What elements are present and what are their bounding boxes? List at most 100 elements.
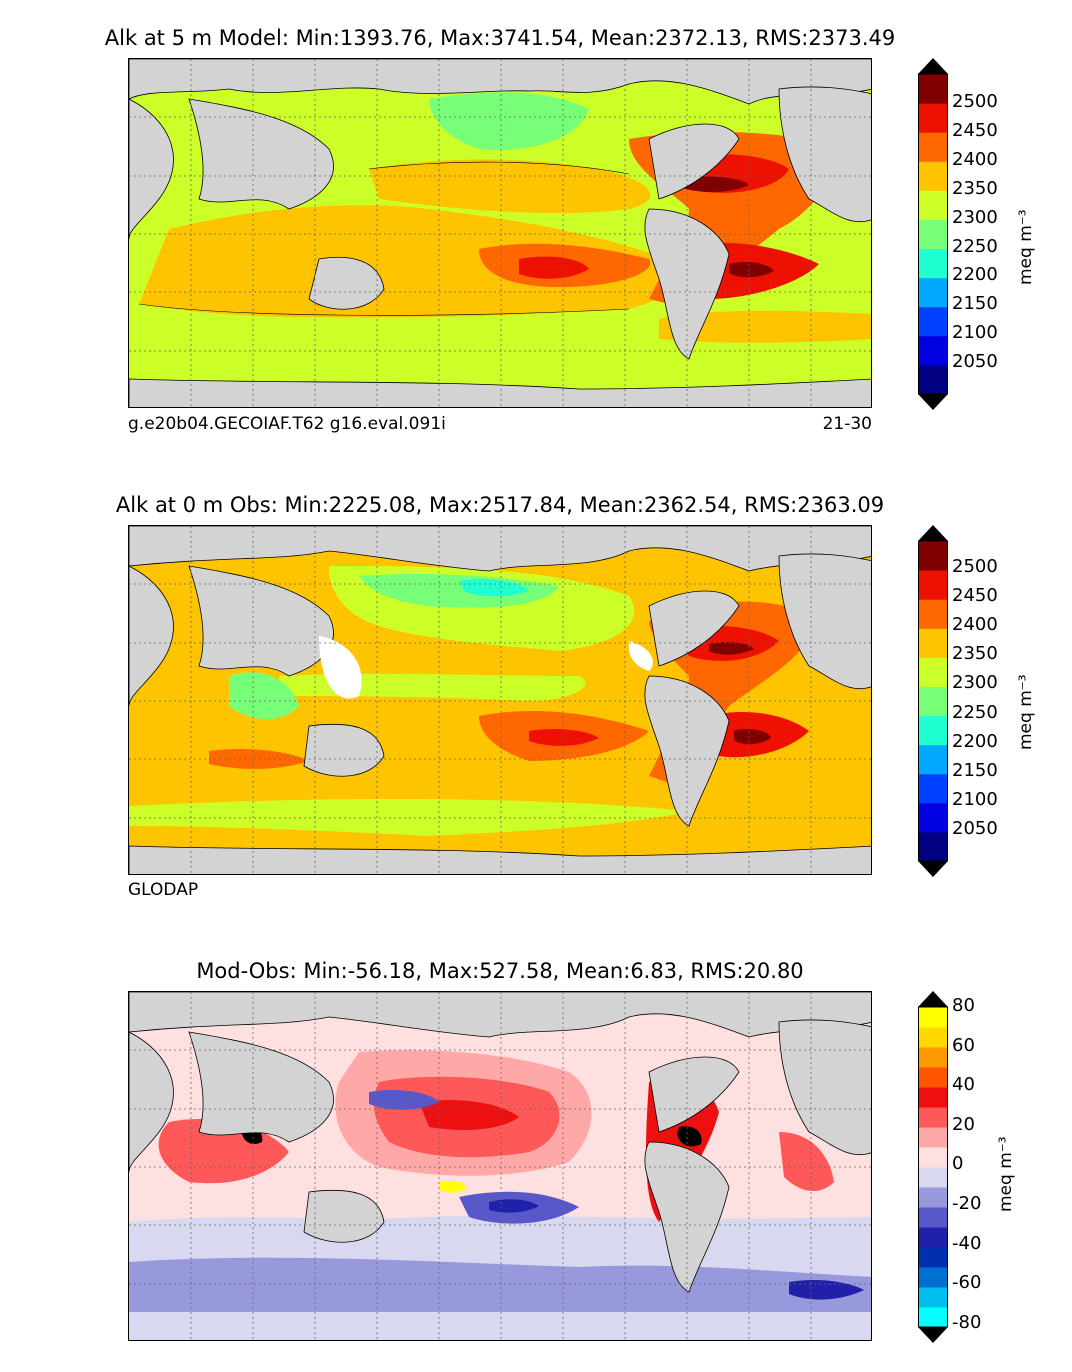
colorbar-tick-label: -40 — [952, 1232, 982, 1254]
field-blue-np — [369, 1090, 439, 1110]
colorbar-segment — [918, 628, 948, 658]
obs-colorbar — [918, 525, 948, 881]
colorbar-segment — [918, 306, 948, 337]
model-caption-right: 21-30 — [822, 414, 872, 434]
colorbar-segment — [918, 1227, 948, 1248]
colorbar-segment — [918, 1087, 948, 1108]
colorbar-tick-label: 2300 — [952, 672, 998, 694]
colorbar-extend-min — [918, 861, 948, 877]
diff-map-svg — [129, 992, 871, 1340]
field-yellow-pac — [439, 1180, 467, 1193]
field-pac-red — [519, 256, 589, 279]
colorbar-tick-label: 2100 — [952, 788, 998, 810]
colorbar-extend-max — [918, 58, 948, 74]
obs-map-svg — [129, 526, 871, 874]
field-dblue-so — [789, 1279, 864, 1300]
colorbar-tick-label: 2450 — [952, 119, 998, 141]
colorbar-extend-min — [918, 1327, 948, 1343]
colorbar-extend-min — [918, 394, 948, 410]
colorbar-tick-label: 2250 — [952, 235, 998, 257]
colorbar-tick-label: 2200 — [952, 264, 998, 286]
colorbar-tick-label: 2350 — [952, 643, 998, 665]
colorbar-tick-label: -80 — [952, 1311, 982, 1333]
field-green-io — [229, 672, 299, 720]
model-colorbar-svg — [918, 58, 948, 410]
field-yellowgreen-so — [129, 799, 689, 836]
colorbar-segment — [918, 132, 948, 162]
colorbar-segment — [918, 686, 948, 717]
colorbar-tick-label: 80 — [952, 995, 975, 1016]
field-atl-max-n — [709, 642, 754, 655]
colorbar-segment — [918, 1147, 948, 1168]
obs-panel: Alk at 0 m Obs: Min:2225.08, Max:2517.84… — [116, 493, 1036, 900]
colorbar-segment — [918, 802, 948, 833]
colorbar-segment — [918, 1247, 948, 1268]
land — [129, 59, 871, 407]
field-orange-sa — [659, 310, 871, 343]
colorbar-segment — [918, 190, 948, 220]
colorbar-tick-label: 2050 — [952, 817, 998, 839]
colorbar-segment — [918, 599, 948, 629]
diff-colorbar — [918, 991, 948, 1347]
colorbar-segment — [918, 1067, 948, 1088]
colorbar-tick-label: 60 — [952, 1034, 975, 1056]
colorbar-tick-label: -20 — [952, 1193, 982, 1214]
model-panel: Alk at 5 m Model: Min:1393.76, Max:3741.… — [0, 0, 1072, 460]
diff-map — [128, 991, 872, 1341]
colorbar-segment — [918, 74, 948, 104]
colorbar-segment — [918, 1307, 948, 1328]
colorbar-segment — [918, 277, 948, 308]
field-pac-red — [529, 728, 599, 746]
field-orange-south — [139, 205, 677, 318]
diff-colorbar-svg — [918, 991, 948, 1343]
model-map — [128, 58, 872, 408]
colorbar-tick-label: 2500 — [952, 91, 998, 112]
colorbar-tick-label: 0 — [952, 1153, 964, 1175]
field-black-gulf — [677, 1126, 702, 1147]
colorbar-segment — [918, 1287, 948, 1308]
field-atl-max-s — [734, 728, 771, 745]
obs-caption-left: GLODAP — [128, 880, 199, 900]
colorbar-segment — [918, 1267, 948, 1288]
diff-title: Mod-Obs: Min:-56.18, Max:527.58, Mean:6.… — [196, 959, 804, 983]
colorbar-segment — [918, 744, 948, 775]
colorbar-segment — [918, 248, 948, 279]
field-dred-pac — [419, 1100, 519, 1130]
colorbar-tick-label: 2250 — [952, 701, 998, 723]
colorbar-segment — [918, 103, 948, 133]
colorbar-tick-label: 2300 — [952, 206, 998, 228]
colorbar-segment — [918, 831, 948, 862]
colorbar-segment — [918, 657, 948, 687]
model-colorbar — [918, 58, 948, 414]
colorbar-tick-label: 2500 — [952, 556, 998, 577]
field-green-np — [429, 92, 589, 150]
nodata — [319, 636, 653, 699]
colorbar-extend-max — [918, 525, 948, 541]
colorbar-frame — [918, 73, 948, 395]
gridlines — [129, 59, 871, 407]
obs-colorbar-svg — [918, 525, 948, 877]
model-map-svg — [129, 59, 871, 407]
colorbar-segment — [918, 1007, 948, 1028]
field-red-satl — [779, 1132, 834, 1192]
colorbar-segment — [918, 1127, 948, 1148]
colorbar-tick-label: -60 — [952, 1272, 982, 1294]
colorbar-tick-label: 2100 — [952, 322, 998, 344]
obs-map — [128, 525, 872, 875]
colorbar-extend-max — [918, 991, 948, 1007]
colorbar-segment — [918, 1187, 948, 1208]
colorbar-segment — [918, 715, 948, 746]
colorbar-tick-label: 2200 — [952, 730, 998, 752]
land — [129, 526, 871, 874]
colorbar-segment — [918, 773, 948, 804]
colorbar-segment — [918, 1027, 948, 1048]
colorbar-segment — [918, 219, 948, 250]
colorbar-segment — [918, 1107, 948, 1128]
colorbar-segment — [918, 541, 948, 571]
colorbar-tick-label: 2350 — [952, 177, 998, 199]
colorbar-tick-label: 2450 — [952, 585, 998, 607]
model-caption-left: g.e20b04.GECOIAF.T62 g16.eval.091i — [128, 414, 446, 434]
colorbar-tick-label: 2400 — [952, 148, 998, 170]
field-atl-max-s — [729, 261, 774, 278]
colorbar-segment — [918, 364, 948, 395]
